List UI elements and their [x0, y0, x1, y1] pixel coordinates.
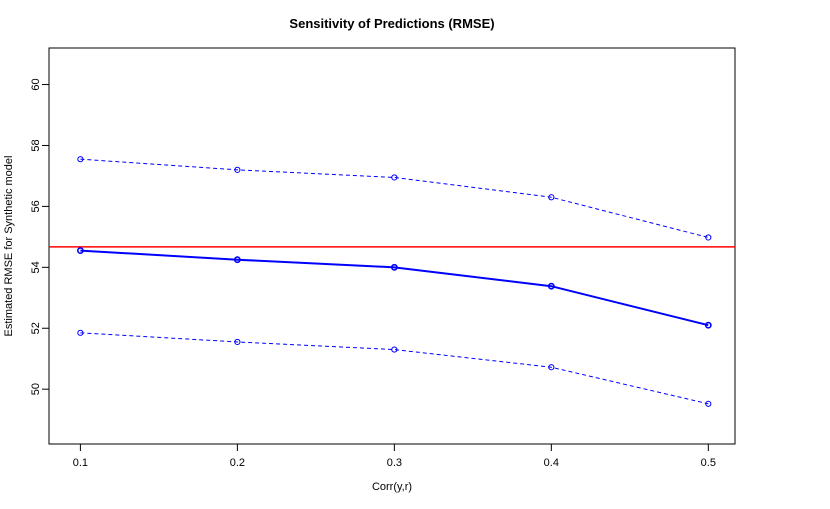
x-tick-label: 0.4	[544, 457, 559, 469]
lower-bound-point	[391, 346, 398, 353]
y-tick-label: 50	[30, 383, 42, 395]
upper-bound-line	[80, 158, 709, 238]
plot-frame	[48, 47, 736, 445]
lower-bound-line	[80, 332, 709, 405]
estimate-point	[704, 321, 712, 329]
lower-bound-point	[705, 400, 712, 407]
x-tick-label: 0.1	[73, 457, 88, 469]
y-axis-label: Estimated RMSE for Synthetic model	[3, 156, 15, 337]
x-axis-label: Corr(y,r)	[372, 481, 412, 493]
upper-bound-point	[234, 166, 241, 173]
estimate-line	[80, 249, 709, 327]
y-axis: 50 52 54 56 58 60	[30, 78, 50, 395]
upper-bound-point	[391, 174, 398, 181]
y-tick-label: 56	[30, 200, 42, 212]
x-tick-label: 0.2	[230, 457, 245, 469]
estimate-point	[390, 263, 398, 271]
lower-bound-point	[548, 364, 555, 371]
x-tick-label: 0.5	[701, 457, 716, 469]
y-tick-label: 54	[30, 261, 42, 273]
y-tick-label: 52	[30, 322, 42, 334]
estimate-point	[76, 247, 84, 254]
plot-marks	[49, 156, 735, 407]
y-tick-label: 58	[30, 139, 42, 151]
upper-bound-point	[705, 234, 712, 241]
upper-bound-point	[77, 156, 84, 163]
chart-title: Sensitivity of Predictions (RMSE)	[289, 16, 494, 31]
estimate-point	[547, 282, 555, 290]
lower-bound-point	[234, 338, 241, 346]
y-tick-label: 60	[30, 78, 42, 90]
estimate-point	[233, 256, 241, 264]
lower-bound-point	[77, 329, 84, 336]
x-axis: 0.1 0.2 0.3 0.4 0.5	[73, 443, 716, 469]
upper-bound-point	[548, 194, 555, 201]
x-tick-label: 0.3	[387, 457, 402, 469]
